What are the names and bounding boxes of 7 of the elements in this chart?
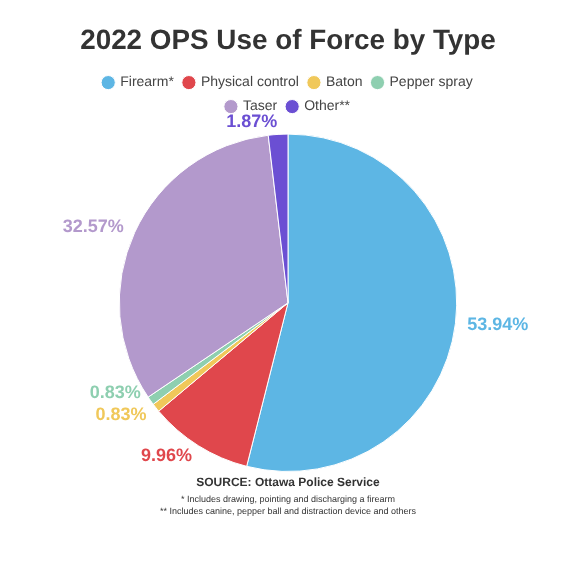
data-label: 9.96% bbox=[140, 444, 192, 465]
data-label: 32.57% bbox=[62, 216, 124, 237]
data-label: 0.83% bbox=[89, 382, 141, 403]
data-label: 0.83% bbox=[95, 404, 147, 425]
data-label: 53.94% bbox=[467, 314, 529, 335]
chart-title: 2022 OPS Use of Force by Type bbox=[80, 22, 497, 55]
data-label: 1.87% bbox=[226, 111, 278, 132]
